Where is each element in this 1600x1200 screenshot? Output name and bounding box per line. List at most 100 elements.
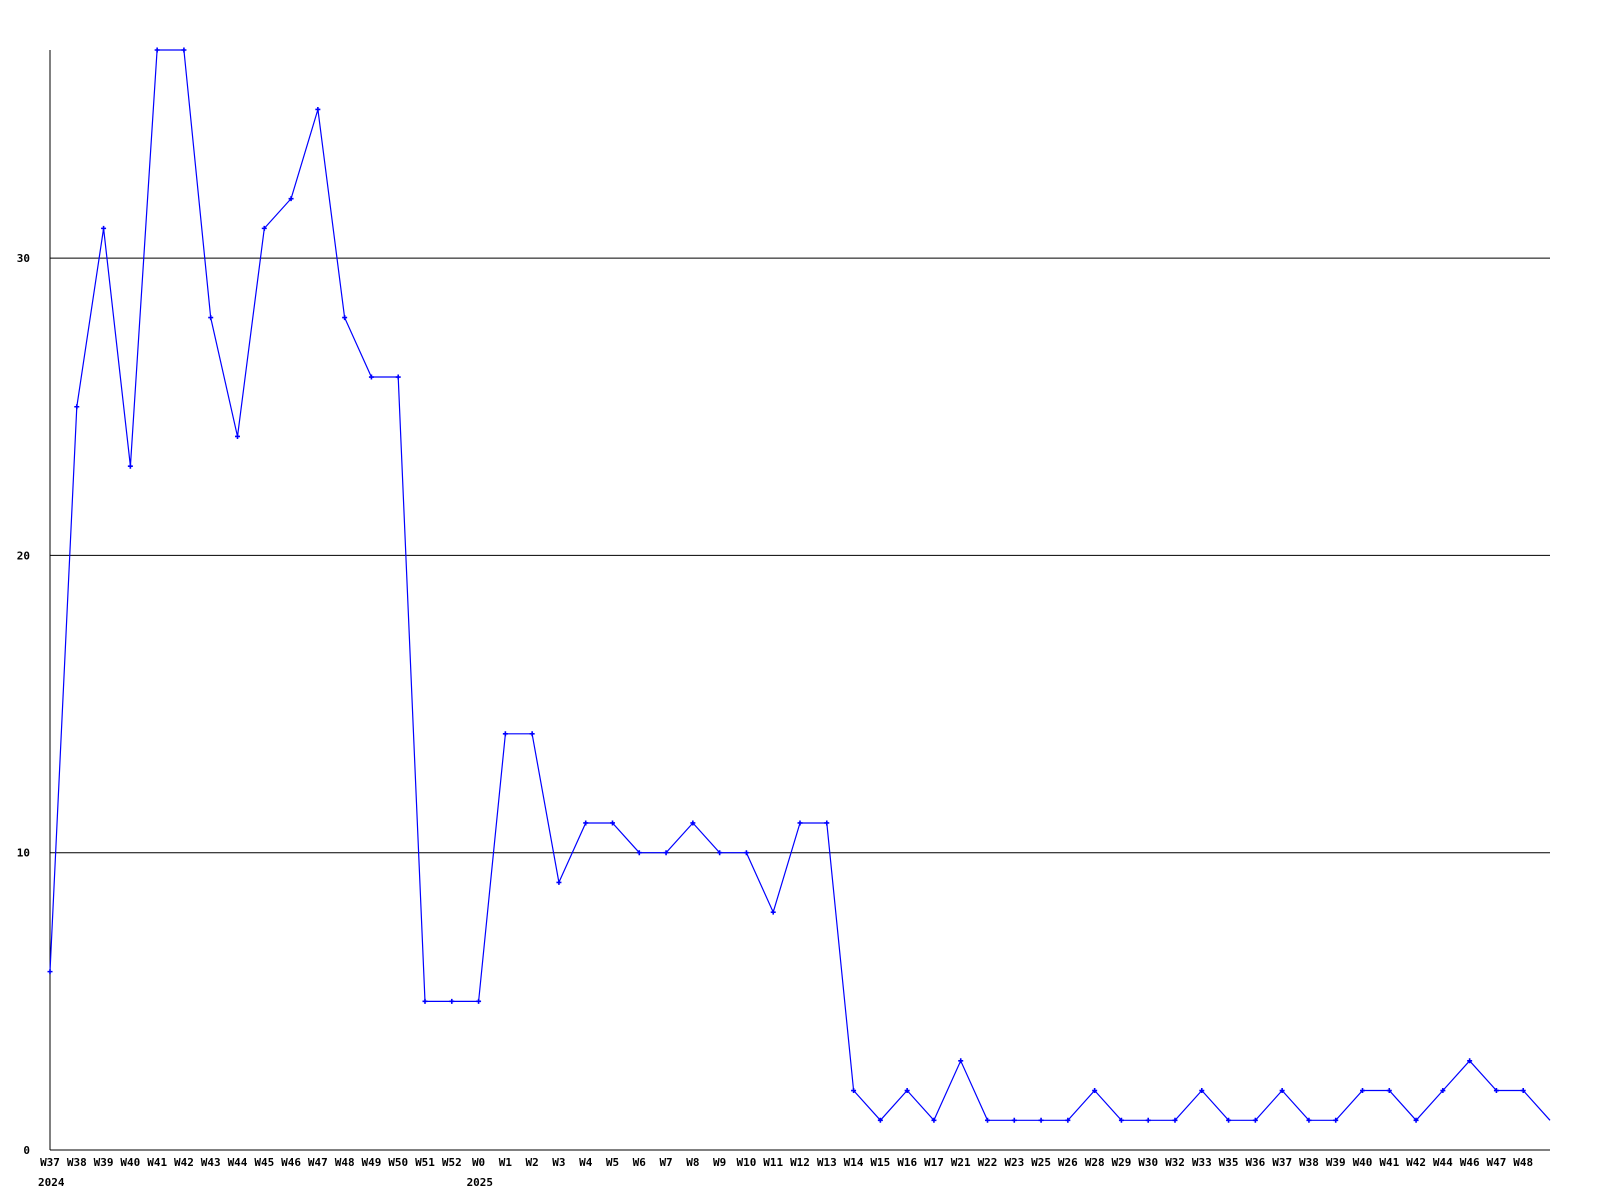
data-point bbox=[101, 225, 107, 231]
x-tick-label: W41 bbox=[147, 1156, 167, 1169]
x-tick-label: W46 bbox=[281, 1156, 301, 1169]
data-point bbox=[985, 1117, 990, 1123]
x-tick-label: W48 bbox=[1513, 1156, 1533, 1169]
data-point bbox=[931, 1117, 937, 1123]
x-tick-label: W47 bbox=[1486, 1156, 1506, 1169]
series-line bbox=[49, 49, 1551, 1122]
data-point bbox=[1386, 1088, 1392, 1094]
data-point bbox=[235, 433, 240, 439]
x-tick-label: W28 bbox=[1085, 1156, 1105, 1169]
y-tick-label: 20 bbox=[17, 549, 30, 562]
x-tick-label: W42 bbox=[1406, 1156, 1426, 1169]
x-tick-label: W29 bbox=[1111, 1156, 1131, 1169]
data-point bbox=[529, 731, 535, 737]
x-tick-label: W11 bbox=[763, 1156, 783, 1169]
data-point bbox=[958, 1058, 964, 1064]
x-tick-label: W41 bbox=[1379, 1156, 1399, 1169]
data-point bbox=[1467, 1058, 1473, 1064]
x-tick-label: W44 bbox=[228, 1156, 248, 1169]
x-tick-label: W43 bbox=[201, 1156, 221, 1169]
data-point bbox=[877, 1117, 883, 1123]
data-point bbox=[1333, 1117, 1339, 1123]
x-tick-label: W42 bbox=[174, 1156, 194, 1169]
data-point bbox=[288, 196, 294, 202]
data-point bbox=[1011, 1117, 1017, 1123]
x-tick-label: W14 bbox=[844, 1156, 864, 1169]
data-point bbox=[1440, 1088, 1446, 1094]
data-point bbox=[690, 820, 696, 826]
data-point bbox=[1145, 1117, 1151, 1123]
data-point bbox=[368, 374, 374, 380]
x-tick-label: W13 bbox=[817, 1156, 837, 1169]
data-point bbox=[1520, 1088, 1526, 1094]
x-tick-label: W23 bbox=[1004, 1156, 1024, 1169]
x-tick-label: W22 bbox=[978, 1156, 998, 1169]
x-tick-label: W5 bbox=[606, 1156, 619, 1169]
x-tick-label: W38 bbox=[1299, 1156, 1319, 1169]
y-tick-label: 10 bbox=[17, 847, 30, 860]
data-point bbox=[636, 850, 642, 856]
data-point bbox=[663, 850, 669, 856]
data-point bbox=[342, 315, 348, 321]
x-tick-label: W25 bbox=[1031, 1156, 1051, 1169]
data-point bbox=[1493, 1088, 1499, 1094]
data-point bbox=[904, 1088, 910, 1094]
x-tick-label: W32 bbox=[1165, 1156, 1185, 1169]
data-point bbox=[261, 225, 267, 231]
y-tick-label: 30 bbox=[17, 252, 30, 265]
data-point bbox=[743, 850, 749, 856]
x-tick-label: W51 bbox=[415, 1156, 435, 1169]
x-tick-label: W26 bbox=[1058, 1156, 1078, 1169]
x-tick-label: W50 bbox=[388, 1156, 408, 1169]
data-point bbox=[556, 879, 562, 885]
x-tick-label: W3 bbox=[552, 1156, 565, 1169]
data-point bbox=[717, 850, 723, 856]
x-tick-label: W8 bbox=[686, 1156, 699, 1169]
x-tick-label: W46 bbox=[1460, 1156, 1480, 1169]
x-tick-label: W9 bbox=[713, 1156, 726, 1169]
year-label: 2025 bbox=[467, 1176, 494, 1189]
x-tick-label: W47 bbox=[308, 1156, 328, 1169]
y-tick-label: 0 bbox=[23, 1144, 30, 1157]
data-point bbox=[74, 404, 80, 410]
data-point bbox=[770, 909, 776, 915]
data-point bbox=[1118, 1117, 1124, 1123]
x-tick-label: W33 bbox=[1192, 1156, 1212, 1169]
data-point bbox=[127, 463, 133, 469]
x-tick-label: W16 bbox=[897, 1156, 917, 1169]
x-tick-label: W6 bbox=[633, 1156, 647, 1169]
data-point bbox=[154, 47, 160, 53]
x-tick-label: W17 bbox=[924, 1156, 944, 1169]
x-tick-label: W49 bbox=[361, 1156, 381, 1169]
data-point bbox=[1172, 1117, 1178, 1123]
data-point bbox=[583, 820, 589, 826]
x-tick-label: W1 bbox=[499, 1156, 513, 1169]
data-point bbox=[208, 315, 214, 321]
x-tick-label: W39 bbox=[1326, 1156, 1346, 1169]
data-point bbox=[1226, 1117, 1232, 1123]
data-point bbox=[47, 969, 53, 975]
data-point bbox=[422, 998, 428, 1004]
x-tick-label: W0 bbox=[472, 1156, 485, 1169]
x-tick-label: W37 bbox=[40, 1156, 60, 1169]
data-point bbox=[1092, 1088, 1098, 1094]
x-tick-label: W12 bbox=[790, 1156, 810, 1169]
data-point bbox=[797, 820, 803, 826]
x-tick-label: W52 bbox=[442, 1156, 462, 1169]
data-point bbox=[1360, 1088, 1365, 1094]
data-point bbox=[610, 820, 615, 826]
x-tick-label: W10 bbox=[736, 1156, 756, 1169]
x-tick-label: W45 bbox=[254, 1156, 274, 1169]
x-tick-label: W36 bbox=[1245, 1156, 1265, 1169]
data-point bbox=[1252, 1117, 1258, 1123]
data-point bbox=[851, 1088, 857, 1094]
x-tick-label: W39 bbox=[94, 1156, 114, 1169]
x-tick-label: W4 bbox=[579, 1156, 593, 1169]
x-tick-label: W21 bbox=[951, 1156, 971, 1169]
data-point bbox=[1199, 1088, 1205, 1094]
data-point bbox=[395, 374, 401, 380]
data-point bbox=[449, 998, 455, 1004]
x-tick-label: W38 bbox=[67, 1156, 87, 1169]
data-point bbox=[824, 820, 830, 826]
